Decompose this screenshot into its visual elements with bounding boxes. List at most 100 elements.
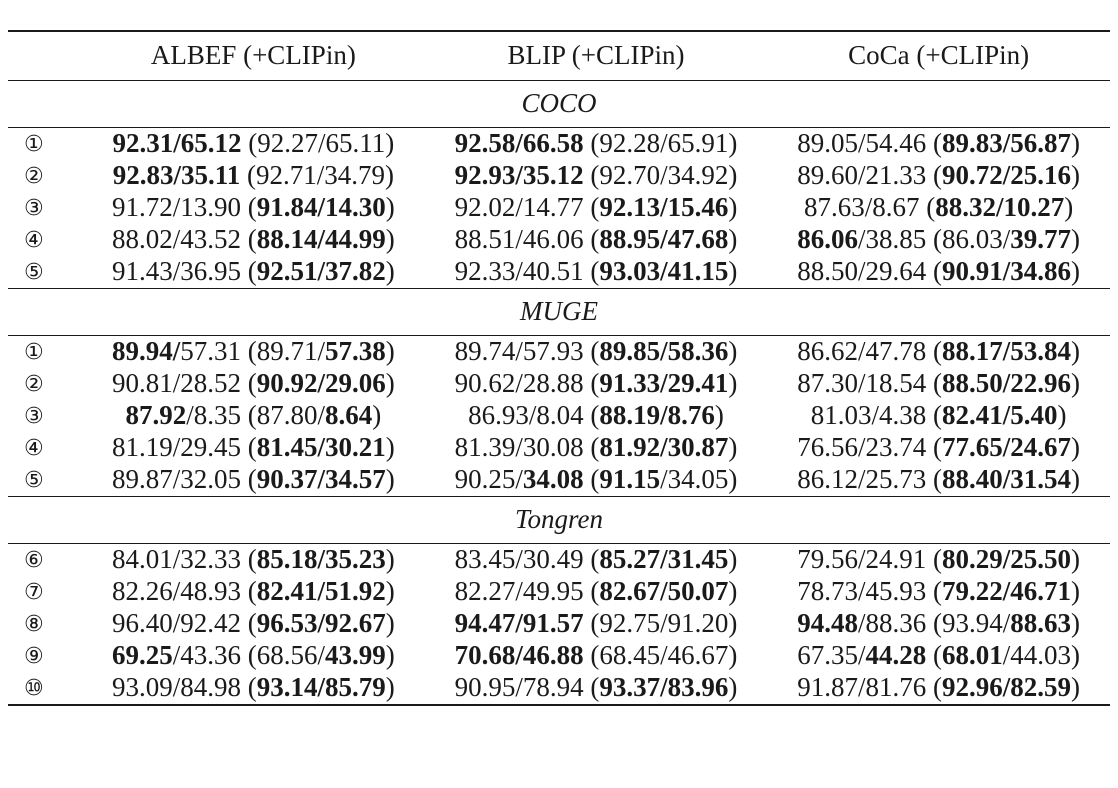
albef-header: ALBEF (+CLIPin) — [82, 30, 425, 81]
coca-cell: 94.48/88.36 (93.94/88.63) — [767, 608, 1110, 640]
value-text: ) — [728, 224, 738, 254]
value-text: (92.71/34.79) — [240, 160, 394, 190]
blip-cell: 90.95/78.94 (93.37/83.96) — [424, 671, 768, 706]
value-text: 93.09/84.98 ( — [111, 672, 257, 702]
row-index-label: ⑨ — [24, 644, 44, 669]
blip-cell: 94.47/91.57 (92.75/91.20) — [425, 608, 768, 640]
table-row: ③ 91.72/13.90 (91.84/14.30) 92.02/14.77 (9… — [8, 192, 1110, 224]
coca-cell: 78.73/45.93 (79.22/46.71) — [767, 576, 1110, 608]
bold-value: 89.83/56.87 — [942, 128, 1072, 158]
bold-value: 81.45/30.21 — [256, 432, 386, 462]
value-text: 86.93/8.04 ( — [468, 400, 600, 430]
bold-value: 92.13/15.46 — [599, 192, 729, 222]
bold-value: 88.63 — [1010, 608, 1072, 638]
value-text: ) — [1071, 368, 1081, 398]
blip-cell: 92.58/66.58 (92.28/65.91) — [425, 127, 768, 160]
albef-cell: 69.25/43.36 (68.56/43.99) — [82, 640, 425, 672]
value-text: ) — [385, 432, 395, 462]
bold-value: 68.01 — [942, 640, 1003, 670]
value-text: 86.12/25.73 ( — [797, 464, 943, 494]
value-text: ) — [728, 544, 738, 574]
row-index-label: ① — [24, 132, 44, 157]
value-text: ) — [728, 336, 738, 366]
bold-value: 88.14/44.99 — [256, 224, 386, 254]
coca-header: CoCa (+CLIPin) — [767, 30, 1110, 81]
row-index-label: ⑥ — [24, 548, 44, 573]
bold-value: 93.37/83.96 — [599, 672, 729, 702]
row-index: ⑤ — [8, 256, 82, 289]
value-text: 79.56/24.91 ( — [797, 544, 943, 574]
bold-value: 88.32/10.27 — [935, 192, 1065, 222]
bold-value: 92.58/66.58 — [454, 128, 584, 158]
bold-value: 87.92 — [125, 400, 187, 430]
coca-cell: 86.62/47.78 (88.17/53.84) — [767, 335, 1110, 368]
row-index: ⑥ — [8, 543, 82, 576]
blip-header: BLIP (+CLIPin) — [424, 30, 768, 81]
row-index: ⑧ — [8, 608, 82, 640]
bold-value: 90.92/29.06 — [256, 368, 386, 398]
row-index-label: ③ — [24, 196, 44, 221]
row-index-label: ③ — [24, 404, 44, 429]
row-index: ② — [8, 368, 82, 400]
row-index: ⑨ — [8, 640, 82, 672]
bold-value: 80.29/25.50 — [942, 544, 1072, 574]
value-text: ) — [728, 256, 738, 286]
table-row: ③ 87.92/8.35 (87.80/8.64) 86.93/8.04 (88.1… — [8, 400, 1110, 432]
value-text: ) — [1071, 256, 1081, 286]
value-text: 89.74/57.93 ( — [454, 336, 600, 366]
bold-value: 93.03/41.15 — [599, 256, 729, 286]
blip-cell: 92.33/40.51 (93.03/41.15) — [425, 256, 768, 289]
coca-cell: 76.56/23.74 (77.65/24.67) — [767, 432, 1110, 464]
value-text: ) — [1071, 544, 1081, 574]
value-text: (92.75/91.20) — [583, 608, 738, 638]
coca-cell: 87.63/8.67 (88.32/10.27) — [767, 192, 1110, 224]
table-row: ⑦ 82.26/48.93 (82.41/51.92) 82.27/49.95 (8… — [8, 576, 1110, 608]
bold-value: 79.22/46.71 — [942, 576, 1072, 606]
row-index-label: ⑩ — [24, 676, 44, 701]
bold-value: 39.77 — [1010, 224, 1072, 254]
value-text: ) — [1064, 192, 1074, 222]
value-text: 57.31 (89.71/ — [180, 336, 325, 366]
value-text: ( — [583, 464, 600, 494]
value-text: 87.63/8.67 ( — [804, 192, 936, 222]
value-text: 81.03/4.38 ( — [810, 400, 943, 430]
value-text: 91.43/36.95 ( — [111, 256, 257, 286]
bold-value: 88.19/8.76 — [599, 400, 715, 430]
results-table: ALBEF (+CLIPin) BLIP (+CLIPin) CoCa (+CL… — [8, 30, 1110, 706]
value-text: ) — [385, 336, 395, 366]
row-index-label: ⑤ — [24, 468, 44, 493]
value-text: ) — [728, 672, 738, 702]
bold-value: 94.48 — [797, 608, 859, 638]
value-text: (92.27/65.11) — [241, 128, 395, 158]
bold-value: 88.95/47.68 — [599, 224, 729, 254]
bold-value: 85.27/31.45 — [599, 544, 729, 574]
value-text: ) — [1071, 464, 1081, 494]
value-text: ) — [1057, 400, 1067, 430]
value-text: 76.56/23.74 ( — [797, 432, 943, 462]
bold-value: 44.28 — [865, 640, 927, 670]
bold-value: 81.92/30.87 — [599, 432, 729, 462]
value-text: ) — [1071, 128, 1081, 158]
value-text: ) — [1071, 160, 1081, 190]
bold-value: 91.84/14.30 — [256, 192, 386, 222]
row-index: ③ — [8, 400, 82, 432]
section-header-row: MUGE — [8, 287, 1110, 336]
row-index-label: ② — [24, 372, 44, 397]
bold-value: 82.41/5.40 — [942, 400, 1058, 430]
coca-cell: 87.30/18.54 (88.50/22.96) — [767, 368, 1110, 400]
blip-cell: 92.93/35.12 (92.70/34.92) — [425, 160, 768, 192]
bold-value: 91.33/29.41 — [599, 368, 729, 398]
table-row: ⑨ 69.25/43.36 (68.56/43.99) 70.68/46.88 (6… — [8, 640, 1110, 672]
albef-cell: 89.87/32.05 (90.37/34.57) — [82, 464, 425, 497]
bold-value: 85.18/35.23 — [256, 544, 386, 574]
bold-value: 70.68/46.88 — [454, 640, 584, 670]
section-header-row: COCO — [8, 79, 1110, 128]
albef-cell: 89.94/57.31 (89.71/57.38) — [82, 335, 425, 368]
bold-value: 34.08 — [522, 464, 584, 494]
bold-value: 92.93/35.12 — [454, 160, 584, 190]
bold-value: 88.50/22.96 — [942, 368, 1072, 398]
value-text: /38.85 (86.03/ — [858, 224, 1011, 254]
section-title: Tongren — [8, 495, 1110, 544]
value-text: 67.35/ — [797, 640, 866, 670]
table-row: ⑥ 84.01/32.33 (85.18/35.23) 83.45/30.49 (8… — [8, 543, 1110, 576]
